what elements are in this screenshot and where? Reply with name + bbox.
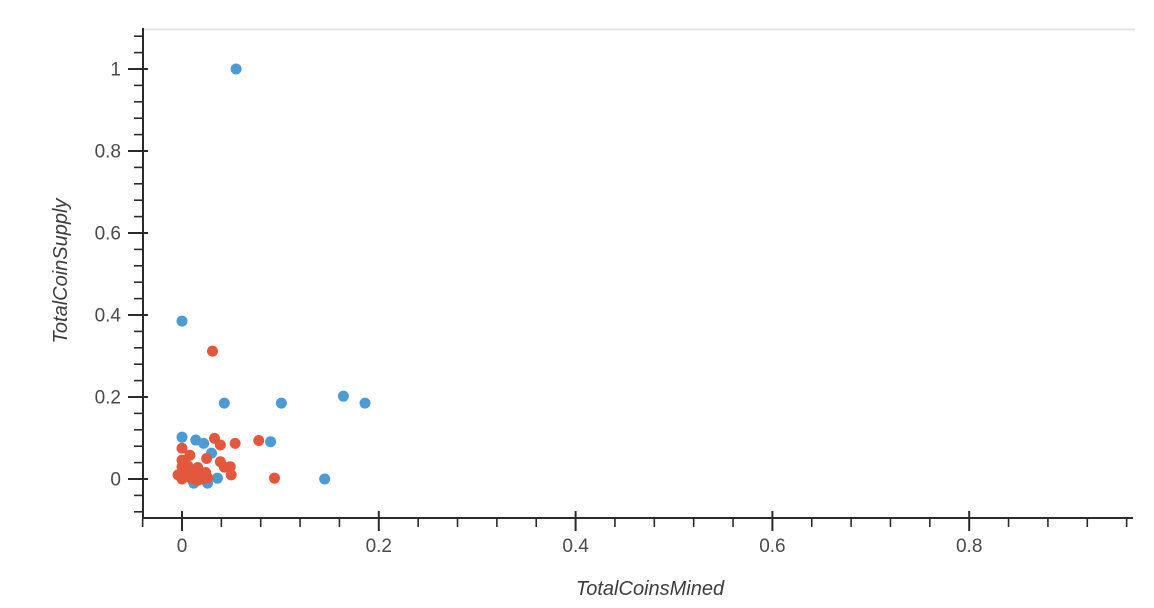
y-tick-label: 0.2	[95, 388, 121, 409]
scatter-point-blue	[198, 437, 210, 449]
scatter-point-red	[268, 472, 280, 484]
scatter-point-blue	[265, 436, 277, 448]
axes: 0 0.2 0.4 0.6 0.8 0 0.2 0.4 0.6 0.8 1	[95, 28, 1133, 557]
scatter-point-blue	[319, 473, 331, 485]
scatter-point-red	[214, 439, 226, 451]
x-tick-label: 0.2	[366, 536, 392, 557]
scatter-point-blue	[176, 431, 188, 443]
scatter-point-red	[229, 437, 241, 449]
scatter-point-red	[192, 462, 204, 474]
scatter-point-red	[202, 472, 214, 484]
scatter-point-blue	[230, 63, 242, 75]
scatter-point-blue	[218, 397, 230, 409]
x-tick-label: 0	[177, 536, 188, 557]
x-axis-title: TotalCoinsMined	[576, 578, 725, 600]
y-tick-label: 1	[110, 60, 121, 81]
x-tick-label: 0.8	[956, 536, 982, 557]
scatter-point-red	[201, 453, 213, 464]
scatter-point-red	[225, 469, 237, 481]
y-tick-label: 0.6	[95, 224, 121, 245]
scatter-point-blue	[211, 472, 223, 484]
scatter-point-blue	[275, 397, 287, 409]
scatter-point-blue	[359, 397, 371, 409]
y-tick-label: 0.4	[95, 306, 122, 327]
x-tick-label: 0.4	[562, 536, 589, 557]
y-tick-label: 0	[110, 470, 121, 491]
scatter-point-red	[218, 461, 230, 473]
y-axis-title: TotalCoinSupply	[50, 198, 72, 344]
x-tick-label: 0.6	[759, 536, 785, 557]
scatter-point-red	[253, 434, 265, 446]
scatter-point-red	[176, 442, 188, 454]
scatter-point-red	[207, 345, 219, 357]
scatter-point-red	[192, 474, 204, 486]
scatter-point-blue	[337, 390, 349, 402]
data-points	[172, 63, 371, 489]
scatter-point-blue	[176, 315, 188, 327]
y-tick-label: 0.8	[95, 142, 121, 163]
scatter-point-red	[184, 449, 196, 461]
